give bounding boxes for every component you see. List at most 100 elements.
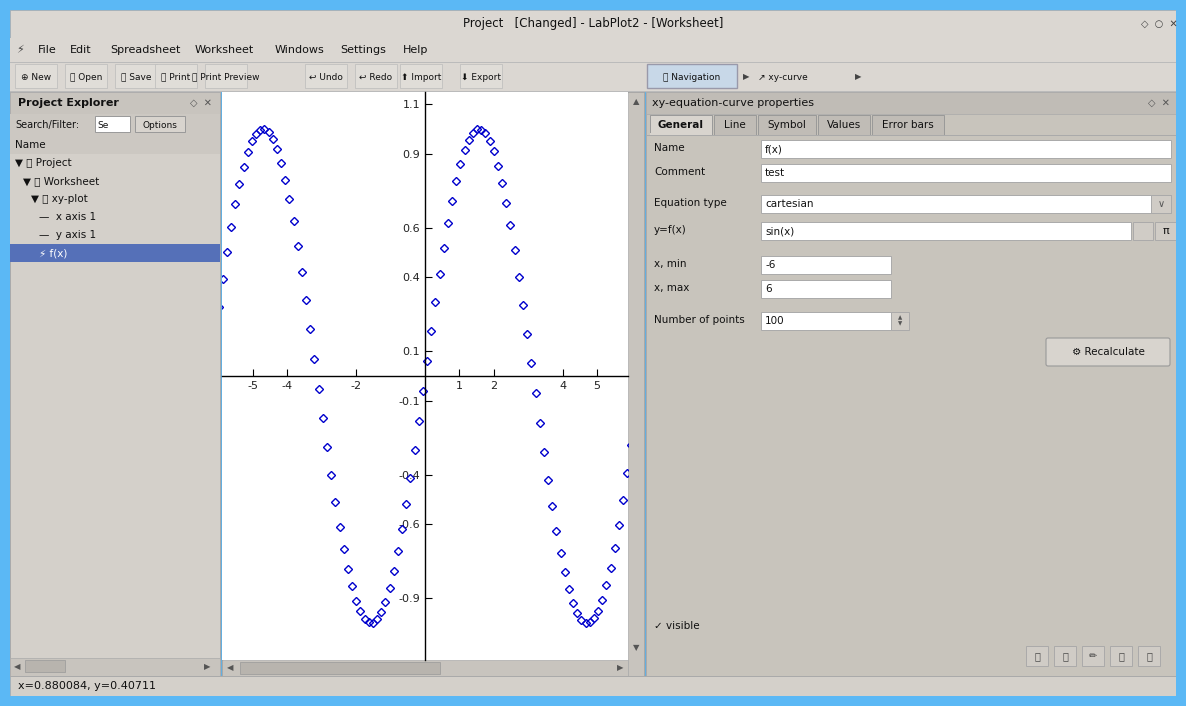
Text: ✏: ✏ — [1089, 651, 1097, 661]
Text: ▼ 📁 Project: ▼ 📁 Project — [15, 158, 71, 168]
Bar — [305, 64, 347, 88]
Text: 📋: 📋 — [1118, 651, 1124, 661]
Text: Help: Help — [403, 45, 428, 55]
Bar — [9, 38, 1177, 62]
Bar — [714, 115, 755, 135]
Text: ▶: ▶ — [617, 664, 624, 673]
Text: ▼ 📋 Worksheet: ▼ 📋 Worksheet — [23, 176, 100, 186]
Bar — [115, 64, 157, 88]
Text: ▶: ▶ — [742, 73, 750, 81]
Text: ▼ 📈 xy-plot: ▼ 📈 xy-plot — [31, 194, 88, 204]
Bar — [15, 64, 57, 88]
Bar — [629, 92, 644, 676]
Bar — [9, 136, 219, 154]
Bar — [1155, 222, 1177, 240]
Text: 📁: 📁 — [1034, 651, 1040, 661]
Bar — [155, 64, 197, 88]
Bar — [205, 64, 247, 88]
Bar — [761, 256, 891, 274]
Text: Name: Name — [653, 143, 684, 153]
FancyBboxPatch shape — [1046, 338, 1171, 366]
Text: 6: 6 — [765, 284, 772, 294]
Bar — [761, 140, 1171, 158]
Bar — [9, 172, 219, 190]
Bar — [818, 115, 871, 135]
Bar — [650, 133, 712, 135]
Text: ◇  ○  ✕: ◇ ○ ✕ — [1141, 19, 1178, 29]
Bar — [135, 116, 185, 132]
Text: Worksheet: Worksheet — [195, 45, 254, 55]
Bar — [222, 660, 629, 676]
Text: x=0.880084, y=0.40711: x=0.880084, y=0.40711 — [18, 681, 157, 691]
Bar — [1082, 646, 1104, 666]
Bar — [9, 62, 1177, 63]
Text: sin(x): sin(x) — [765, 226, 795, 236]
Bar — [9, 10, 1177, 38]
Bar — [25, 660, 65, 672]
Bar — [891, 312, 908, 330]
Text: ▼: ▼ — [898, 321, 903, 326]
Text: ↩ Redo: ↩ Redo — [359, 73, 393, 81]
Text: π: π — [1162, 226, 1169, 236]
Text: Project   [Changed] - LabPlot2 - [Worksheet]: Project [Changed] - LabPlot2 - [Workshee… — [463, 18, 723, 30]
Text: ↩ Undo: ↩ Undo — [310, 73, 343, 81]
Text: —  x axis 1: — x axis 1 — [39, 212, 96, 222]
Text: ⊕ New: ⊕ New — [21, 73, 51, 81]
Text: ▼: ▼ — [633, 643, 639, 652]
Bar — [240, 662, 440, 674]
Text: Edit: Edit — [70, 45, 91, 55]
Text: ⬇ Export: ⬇ Export — [461, 73, 500, 81]
Text: -6: -6 — [765, 260, 776, 270]
Bar — [9, 676, 1177, 696]
Bar — [1054, 646, 1076, 666]
Bar — [9, 226, 219, 244]
Bar — [9, 114, 219, 136]
Text: Values: Values — [827, 120, 861, 130]
Text: ✓ visible: ✓ visible — [653, 621, 700, 631]
Text: ◇  ✕: ◇ ✕ — [1148, 98, 1169, 108]
Bar — [758, 115, 816, 135]
Bar — [761, 195, 1171, 213]
Bar — [761, 280, 891, 298]
Bar — [872, 115, 944, 135]
Text: ⚙ Recalculate: ⚙ Recalculate — [1072, 347, 1144, 357]
Bar — [9, 676, 1177, 677]
Bar — [9, 190, 219, 208]
Text: 💾: 💾 — [1061, 651, 1067, 661]
Text: 100: 100 — [765, 316, 785, 326]
Text: ↗ xy-curve: ↗ xy-curve — [758, 73, 808, 81]
Text: Symbol: Symbol — [767, 120, 806, 130]
Bar — [222, 92, 644, 676]
Bar — [400, 64, 442, 88]
Bar — [9, 91, 1177, 92]
Text: General: General — [658, 120, 704, 130]
Text: 💾 Save: 💾 Save — [121, 73, 152, 81]
Bar — [9, 244, 219, 262]
Text: ⚡: ⚡ — [15, 45, 24, 55]
Text: 🗑: 🗑 — [1146, 651, 1152, 661]
Bar — [646, 92, 1177, 676]
Text: Comment: Comment — [653, 167, 706, 177]
Bar — [9, 92, 219, 114]
Text: Se: Se — [97, 121, 108, 129]
Text: 🖨 Print: 🖨 Print — [161, 73, 191, 81]
Text: ◇  ✕: ◇ ✕ — [190, 98, 212, 108]
Text: ▶: ▶ — [204, 662, 210, 671]
Text: ∨: ∨ — [1158, 199, 1165, 209]
Text: ⚡ f(x): ⚡ f(x) — [39, 248, 68, 258]
Bar — [1150, 195, 1171, 213]
Text: Number of points: Number of points — [653, 315, 745, 325]
Bar — [95, 116, 130, 132]
Text: ⬆ Import: ⬆ Import — [401, 73, 441, 81]
Text: —  y axis 1: — y axis 1 — [39, 230, 96, 240]
Bar — [761, 164, 1171, 182]
Text: 🧭 Navigation: 🧭 Navigation — [663, 73, 721, 81]
Text: y=f(x): y=f(x) — [653, 225, 687, 235]
Text: x, max: x, max — [653, 283, 689, 293]
Bar — [460, 64, 502, 88]
Bar — [65, 64, 107, 88]
Bar — [9, 658, 219, 676]
Text: Spreadsheet: Spreadsheet — [110, 45, 180, 55]
Bar — [1139, 646, 1160, 666]
Text: f(x): f(x) — [765, 144, 783, 154]
